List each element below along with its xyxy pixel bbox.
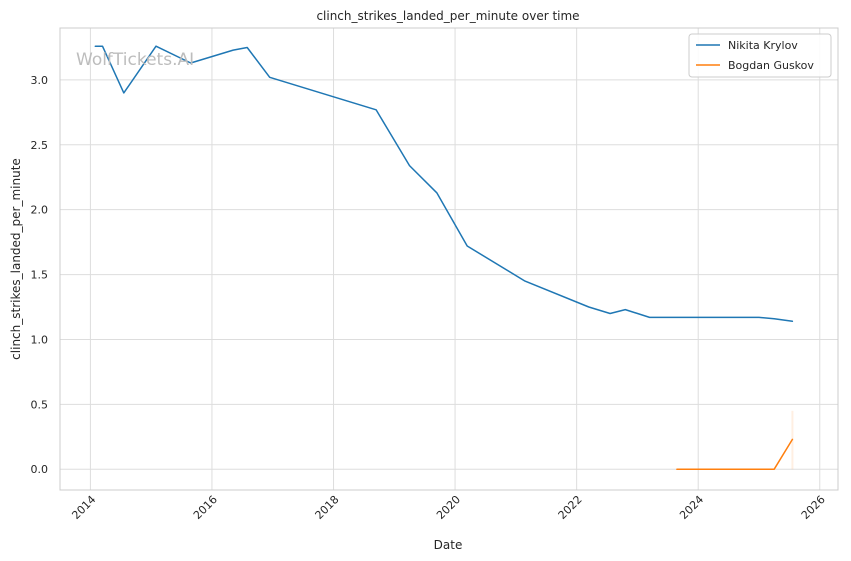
- series-lines: [94, 45, 794, 470]
- y-tick-label: 1.5: [31, 269, 49, 282]
- x-axis-label: Date: [434, 538, 463, 552]
- legend-label-guskov: Bogdan Guskov: [728, 59, 814, 72]
- x-tick-label: 2018: [313, 493, 342, 522]
- watermark: WolfTickets.AI: [76, 50, 194, 70]
- legend-label-krylov: Nikita Krylov: [728, 39, 798, 52]
- y-tick-label: 2.0: [31, 204, 49, 217]
- series-line-bogdan-guskov: [676, 438, 794, 470]
- x-tick-label: 2016: [191, 493, 220, 522]
- legend: Nikita Krylov Bogdan Guskov: [688, 33, 832, 78]
- y-tick-label: 3.0: [31, 74, 49, 87]
- x-tick-label: 2014: [69, 493, 98, 522]
- x-tick-label: 2020: [434, 493, 463, 522]
- legend-box: [688, 33, 832, 78]
- plot-frame: [59, 27, 839, 491]
- grid: [60, 28, 838, 490]
- x-tick-label: 2026: [799, 493, 828, 522]
- plot-background: [60, 28, 838, 490]
- y-tick-label: 0.0: [31, 463, 49, 476]
- x-tick-label: 2022: [556, 493, 585, 522]
- y-axis-label: clinch_strikes_landed_per_minute: [9, 158, 23, 360]
- y-tick-label: 0.5: [31, 398, 49, 411]
- y-tick-label: 2.5: [31, 139, 49, 152]
- chart-title: clinch_strikes_landed_per_minute over ti…: [316, 9, 579, 23]
- tick-labels: 2014 2016 2018 2020 2022 2024 2026 0.0 0.5 1.0 1.5…: [31, 74, 828, 522]
- x-tick-label: 2024: [677, 493, 706, 522]
- y-tick-label: 1.0: [31, 333, 49, 346]
- series-line-nikita-krylov: [94, 45, 794, 323]
